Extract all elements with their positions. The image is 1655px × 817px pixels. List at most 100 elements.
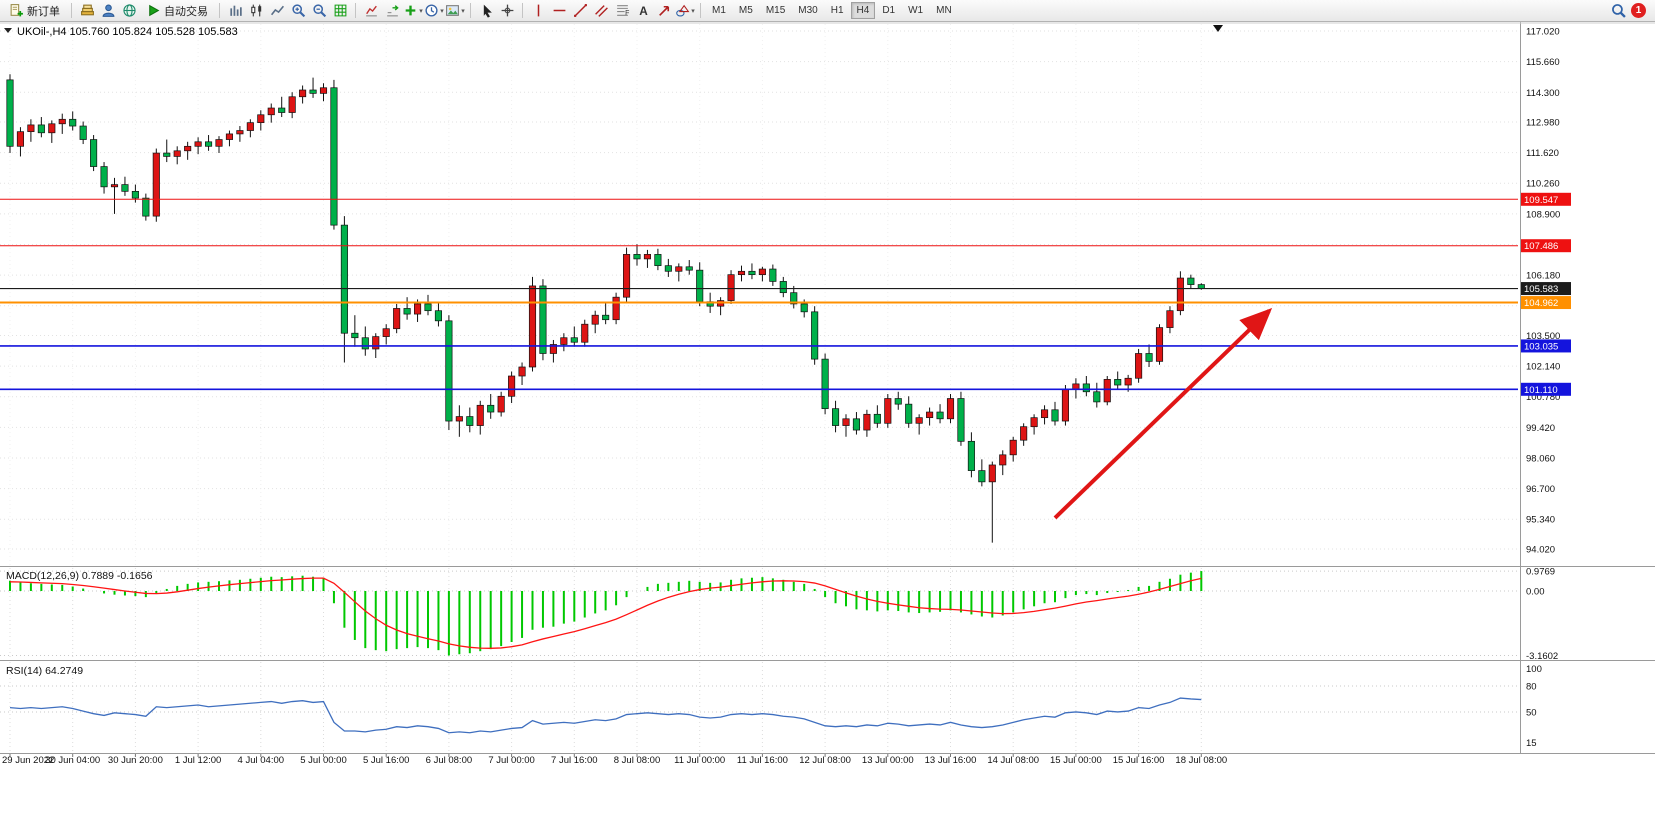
svg-text:4 Jul 04:00: 4 Jul 04:00 xyxy=(238,755,284,766)
templates-menu-button[interactable] xyxy=(445,1,465,20)
zoom-out-button[interactable] xyxy=(309,1,329,20)
search-icon[interactable] xyxy=(1608,1,1628,20)
svg-text:106.180: 106.180 xyxy=(1526,271,1560,282)
timeframe-m15-button[interactable]: M15 xyxy=(765,5,786,16)
auto-trading-icon xyxy=(146,3,161,18)
horizontal-line-objects[interactable]: 109.547 107.486 105.583 104.962 103.035 101.1… xyxy=(0,192,1571,396)
svg-text:15 Jul 16:00: 15 Jul 16:00 xyxy=(1113,755,1165,766)
toolbar-separator xyxy=(219,3,220,18)
chart-shift-marker[interactable] xyxy=(1213,25,1223,32)
svg-text:95.340: 95.340 xyxy=(1526,515,1555,526)
auto-trading-button[interactable]: 自动交易 xyxy=(140,1,214,20)
profiles-icon[interactable] xyxy=(77,1,97,20)
svg-text:15 Jul 00:00: 15 Jul 00:00 xyxy=(1050,755,1102,766)
text-tool-button[interactable]: A xyxy=(633,1,653,20)
crosshair-tool-button[interactable] xyxy=(497,1,517,20)
svg-text:30 Jun 20:00: 30 Jun 20:00 xyxy=(108,755,163,766)
svg-text:112.980: 112.980 xyxy=(1526,117,1560,128)
svg-text:F: F xyxy=(625,10,629,17)
timeframe-w1-button[interactable]: W1 xyxy=(908,5,924,16)
svg-text:5 Jul 00:00: 5 Jul 00:00 xyxy=(300,755,346,766)
zoom-in-button[interactable] xyxy=(288,1,308,20)
horizontal-line-tool-button[interactable] xyxy=(549,1,569,20)
toolbar-separator xyxy=(700,3,701,18)
new-order-icon xyxy=(9,3,24,18)
price-tag xyxy=(1521,239,1571,253)
svg-text:29 Jun 2022: 29 Jun 2022 xyxy=(2,755,54,766)
svg-text:115.660: 115.660 xyxy=(1526,57,1560,68)
arrows-tool-button[interactable] xyxy=(654,1,674,20)
svg-text:108.900: 108.900 xyxy=(1526,209,1560,220)
svg-text:102.140: 102.140 xyxy=(1526,362,1560,373)
svg-text:96.700: 96.700 xyxy=(1526,484,1555,495)
svg-text:0.00: 0.00 xyxy=(1526,587,1545,598)
price-tag xyxy=(1521,339,1571,353)
timeframe-mn-button[interactable]: MN xyxy=(936,5,952,16)
chart-shift-button[interactable] xyxy=(382,1,402,20)
svg-text:11 Jul 00:00: 11 Jul 00:00 xyxy=(674,755,725,766)
indicator-panels: MACD(12,26,9) 0.7889 -0.1656 RSI(14) 64.2… xyxy=(6,570,1203,734)
tile-windows-button[interactable] xyxy=(330,1,350,20)
periods-menu-button[interactable] xyxy=(424,1,444,20)
auto-trading-label: 自动交易 xyxy=(164,5,208,18)
trendline-tool-button[interactable] xyxy=(570,1,590,20)
svg-text:12 Jul 08:00: 12 Jul 08:00 xyxy=(799,755,851,766)
svg-text:104.962: 104.962 xyxy=(1524,298,1558,309)
shapes-tool-button[interactable] xyxy=(675,1,695,20)
auto-scroll-button[interactable] xyxy=(361,1,381,20)
svg-text:103.500: 103.500 xyxy=(1526,331,1560,342)
svg-text:30 Jun 04:00: 30 Jun 04:00 xyxy=(45,755,100,766)
rsi-header: RSI(14) 64.2749 xyxy=(6,665,83,677)
navigator-icon[interactable] xyxy=(119,1,139,20)
svg-text:8 Jul 08:00: 8 Jul 08:00 xyxy=(614,755,660,766)
svg-text:94.020: 94.020 xyxy=(1526,544,1555,555)
candlestick-chart-button[interactable] xyxy=(246,1,266,20)
svg-text:110.260: 110.260 xyxy=(1526,179,1560,190)
toolbar-separator xyxy=(355,3,356,18)
bar-chart-button[interactable] xyxy=(225,1,245,20)
svg-text:0.9769: 0.9769 xyxy=(1526,567,1555,578)
svg-text:1 Jul 12:00: 1 Jul 12:00 xyxy=(175,755,221,766)
toolbar-separator xyxy=(522,3,523,18)
price-tag xyxy=(1521,282,1571,296)
svg-text:100.780: 100.780 xyxy=(1526,392,1560,403)
timeframe-m30-button[interactable]: M30 xyxy=(798,5,818,16)
svg-text:18 Jul 08:00: 18 Jul 08:00 xyxy=(1175,755,1227,766)
vertical-line-tool-button[interactable] xyxy=(528,1,548,20)
svg-text:107.486: 107.486 xyxy=(1524,241,1558,252)
notification-badge[interactable]: 1 xyxy=(1631,3,1646,18)
svg-text:11 Jul 16:00: 11 Jul 16:00 xyxy=(737,755,788,766)
chart-canvas[interactable]: MACD(12,26,9) 0.7889 -0.1656 RSI(14) 64.2… xyxy=(0,22,1655,817)
timeframe-m1-button[interactable]: M1 xyxy=(712,5,726,16)
svg-text:7 Jul 16:00: 7 Jul 16:00 xyxy=(551,755,597,766)
toolbar-separator xyxy=(470,3,471,18)
grid-lines xyxy=(0,24,1518,753)
new-order-label: 新订单 xyxy=(27,5,60,18)
main-toolbar: 新订单 自动交易 F A M1 xyxy=(0,0,1655,22)
svg-text:98.060: 98.060 xyxy=(1526,453,1555,464)
line-chart-button[interactable] xyxy=(267,1,287,20)
chart-window: MACD(12,26,9) 0.7889 -0.1656 RSI(14) 64.2… xyxy=(0,22,1655,817)
indicators-menu-button[interactable] xyxy=(403,1,423,20)
cursor-tool-button[interactable] xyxy=(476,1,496,20)
symbol-dropdown-icon xyxy=(4,28,12,33)
timeframe-d1-button[interactable]: D1 xyxy=(882,5,896,16)
chart-header: UKOil-,H4 105.760 105.824 105.528 105.58… xyxy=(4,26,238,38)
channel-tool-button[interactable] xyxy=(591,1,611,20)
svg-text:-3.1602: -3.1602 xyxy=(1526,651,1558,662)
trend-arrow[interactable] xyxy=(1053,307,1273,520)
new-order-button[interactable]: 新订单 xyxy=(3,1,66,20)
fibonacci-tool-button[interactable]: F xyxy=(612,1,632,20)
timeframe-m5-button[interactable]: M5 xyxy=(738,5,753,16)
market-watch-icon[interactable] xyxy=(98,1,118,20)
toolbar-separator xyxy=(71,3,72,18)
svg-text:7 Jul 00:00: 7 Jul 00:00 xyxy=(488,755,534,766)
timeframe-h1-button[interactable]: H1 xyxy=(830,5,844,16)
svg-text:105.583: 105.583 xyxy=(1524,284,1558,295)
svg-text:5 Jul 16:00: 5 Jul 16:00 xyxy=(363,755,409,766)
svg-text:80: 80 xyxy=(1526,681,1537,692)
price-tag xyxy=(1521,296,1571,310)
timeframe-h4-button[interactable]: H4 xyxy=(850,2,876,19)
